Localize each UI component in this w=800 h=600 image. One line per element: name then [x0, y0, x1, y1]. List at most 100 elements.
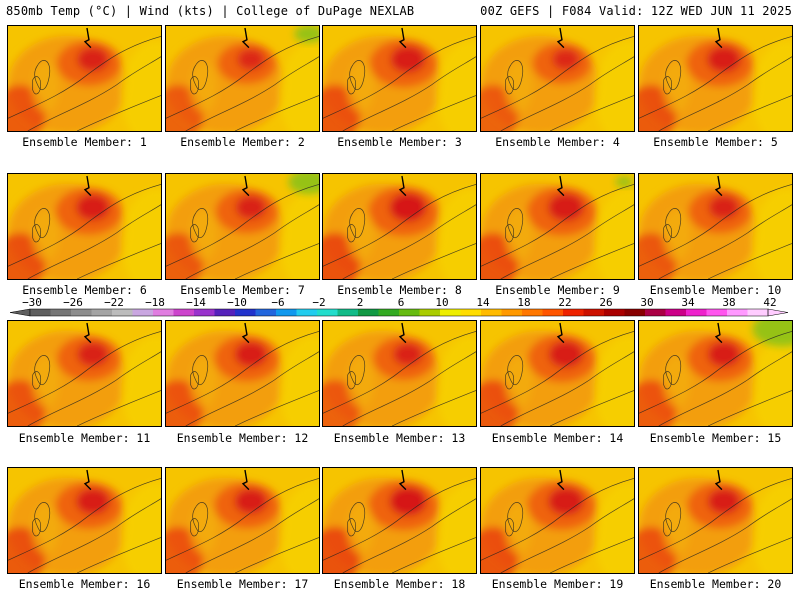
temperature-map — [323, 174, 476, 279]
colorbar-swatch — [563, 309, 584, 316]
colorbar-swatch — [686, 309, 707, 316]
colorbar-swatch — [214, 309, 236, 316]
ensemble-member-label: Ensemble Member: 16 — [18, 577, 151, 591]
colorbar-swatch — [583, 309, 605, 316]
temperature-map — [639, 174, 792, 279]
colorbar-swatch — [71, 309, 92, 316]
colorbar-tick-label: −22 — [104, 296, 124, 309]
colorbar-swatch — [235, 309, 256, 316]
ensemble-member-label: Ensemble Member: 11 — [18, 431, 151, 445]
ensemble-map-panel — [322, 25, 477, 132]
ensemble-map-panel — [165, 320, 320, 427]
colorbar-swatch — [194, 309, 215, 316]
chart-title: 850mb Temp (°C) | Wind (kts) | College o… — [6, 4, 415, 18]
ensemble-member-label: Ensemble Member: 7 — [180, 283, 305, 297]
ensemble-map-panel — [322, 320, 477, 427]
colorbar-tick-label: −10 — [227, 296, 247, 309]
ensemble-map-panel — [638, 25, 793, 132]
ensemble-member-label: Ensemble Member: 17 — [176, 577, 309, 591]
ensemble-map-panel — [7, 320, 162, 427]
colorbar-tick-label: 22 — [558, 296, 571, 309]
ensemble-member-label: Ensemble Member: 20 — [649, 577, 782, 591]
colorbar-tick-label: 10 — [435, 296, 448, 309]
temperature-map — [8, 321, 161, 426]
ensemble-member-label: Ensemble Member: 1 — [22, 135, 147, 149]
temperature-map — [481, 26, 634, 131]
colorbar-swatch — [378, 309, 400, 316]
colorbar-tick-label: 30 — [640, 296, 653, 309]
temperature-map — [481, 321, 634, 426]
colorbar-swatch — [501, 309, 523, 316]
temperature-map — [639, 321, 792, 426]
colorbar-swatch — [706, 309, 728, 316]
temperature-colorbar: −30 −26 −22 −18 −14 −10 −6 −2 2 6 10 14 18 22 26 30 34 38… — [9, 296, 789, 317]
colorbar-swatch — [132, 309, 154, 316]
colorbar-swatch — [419, 309, 441, 316]
temperature-map — [166, 321, 319, 426]
colorbar-swatch — [460, 309, 482, 316]
colorbar-swatch — [276, 309, 297, 316]
ensemble-member-label: Ensemble Member: 8 — [337, 283, 462, 297]
ensemble-map-panel — [480, 467, 635, 574]
colorbar-tick-label: 6 — [398, 296, 405, 309]
temperature-map — [166, 26, 319, 131]
ensemble-member-label: Ensemble Member: 18 — [333, 577, 466, 591]
colorbar-swatch — [91, 309, 113, 316]
temperature-map — [8, 26, 161, 131]
ensemble-member-label: Ensemble Member: 12 — [176, 431, 309, 445]
temperature-map — [166, 174, 319, 279]
ensemble-member-label: Ensemble Member: 14 — [491, 431, 624, 445]
ensemble-member-label: Ensemble Member: 15 — [649, 431, 782, 445]
colorbar-swatch — [173, 309, 195, 316]
temperature-map — [639, 26, 792, 131]
ensemble-member-label: Ensemble Member: 3 — [337, 135, 462, 149]
model-run-info: 00Z GEFS | F084 Valid: 12Z WED JUN 11 20… — [480, 4, 792, 18]
temperature-map — [8, 468, 161, 573]
colorbar-tick-label: −14 — [186, 296, 206, 309]
colorbar-tick-label: 38 — [722, 296, 735, 309]
temperature-map — [323, 321, 476, 426]
ensemble-map-panel — [7, 25, 162, 132]
ensemble-member-label: Ensemble Member: 13 — [333, 431, 466, 445]
temperature-map — [323, 468, 476, 573]
colorbar-swatch — [358, 309, 379, 316]
temperature-map — [639, 468, 792, 573]
colorbar-swatch — [727, 309, 748, 316]
ensemble-map-panel — [322, 173, 477, 280]
colorbar-swatch — [604, 309, 625, 316]
colorbar-tick-label: 2 — [357, 296, 364, 309]
colorbar-swatch — [50, 309, 72, 316]
colorbar-tick-label: −18 — [145, 296, 165, 309]
ensemble-map-panel — [7, 173, 162, 280]
ensemble-map-panel — [322, 467, 477, 574]
colorbar-tick-label: −26 — [63, 296, 83, 309]
ensemble-map-panel — [480, 320, 635, 427]
colorbar-swatch — [317, 309, 338, 316]
ensemble-member-label: Ensemble Member: 19 — [491, 577, 624, 591]
colorbar-tick-label: 26 — [599, 296, 612, 309]
ensemble-member-label: Ensemble Member: 4 — [495, 135, 620, 149]
ensemble-member-label: Ensemble Member: 2 — [180, 135, 305, 149]
colorbar-swatch — [30, 309, 51, 316]
colorbar-tick-label: −2 — [312, 296, 325, 309]
colorbar-tick-label: 34 — [681, 296, 695, 309]
ensemble-member-label: Ensemble Member: 6 — [22, 283, 147, 297]
ensemble-map-panel — [7, 467, 162, 574]
ensemble-map-panel — [638, 467, 793, 574]
colorbar-swatch — [153, 309, 174, 316]
colorbar-tick-label: 42 — [763, 296, 776, 309]
colorbar-swatch — [337, 309, 359, 316]
ensemble-map-panel — [165, 173, 320, 280]
colorbar-swatch — [255, 309, 277, 316]
colorbar-tick-label: −6 — [271, 296, 284, 309]
ensemble-map-panel — [480, 173, 635, 280]
temperature-map — [8, 174, 161, 279]
colorbar-swatch — [440, 309, 461, 316]
colorbar-swatch — [645, 309, 666, 316]
ensemble-map-panel — [165, 467, 320, 574]
ensemble-member-label: Ensemble Member: 5 — [653, 135, 778, 149]
ensemble-map-panel — [165, 25, 320, 132]
temperature-map — [481, 468, 634, 573]
colorbar-swatch — [522, 309, 543, 316]
ensemble-map-panel — [480, 25, 635, 132]
